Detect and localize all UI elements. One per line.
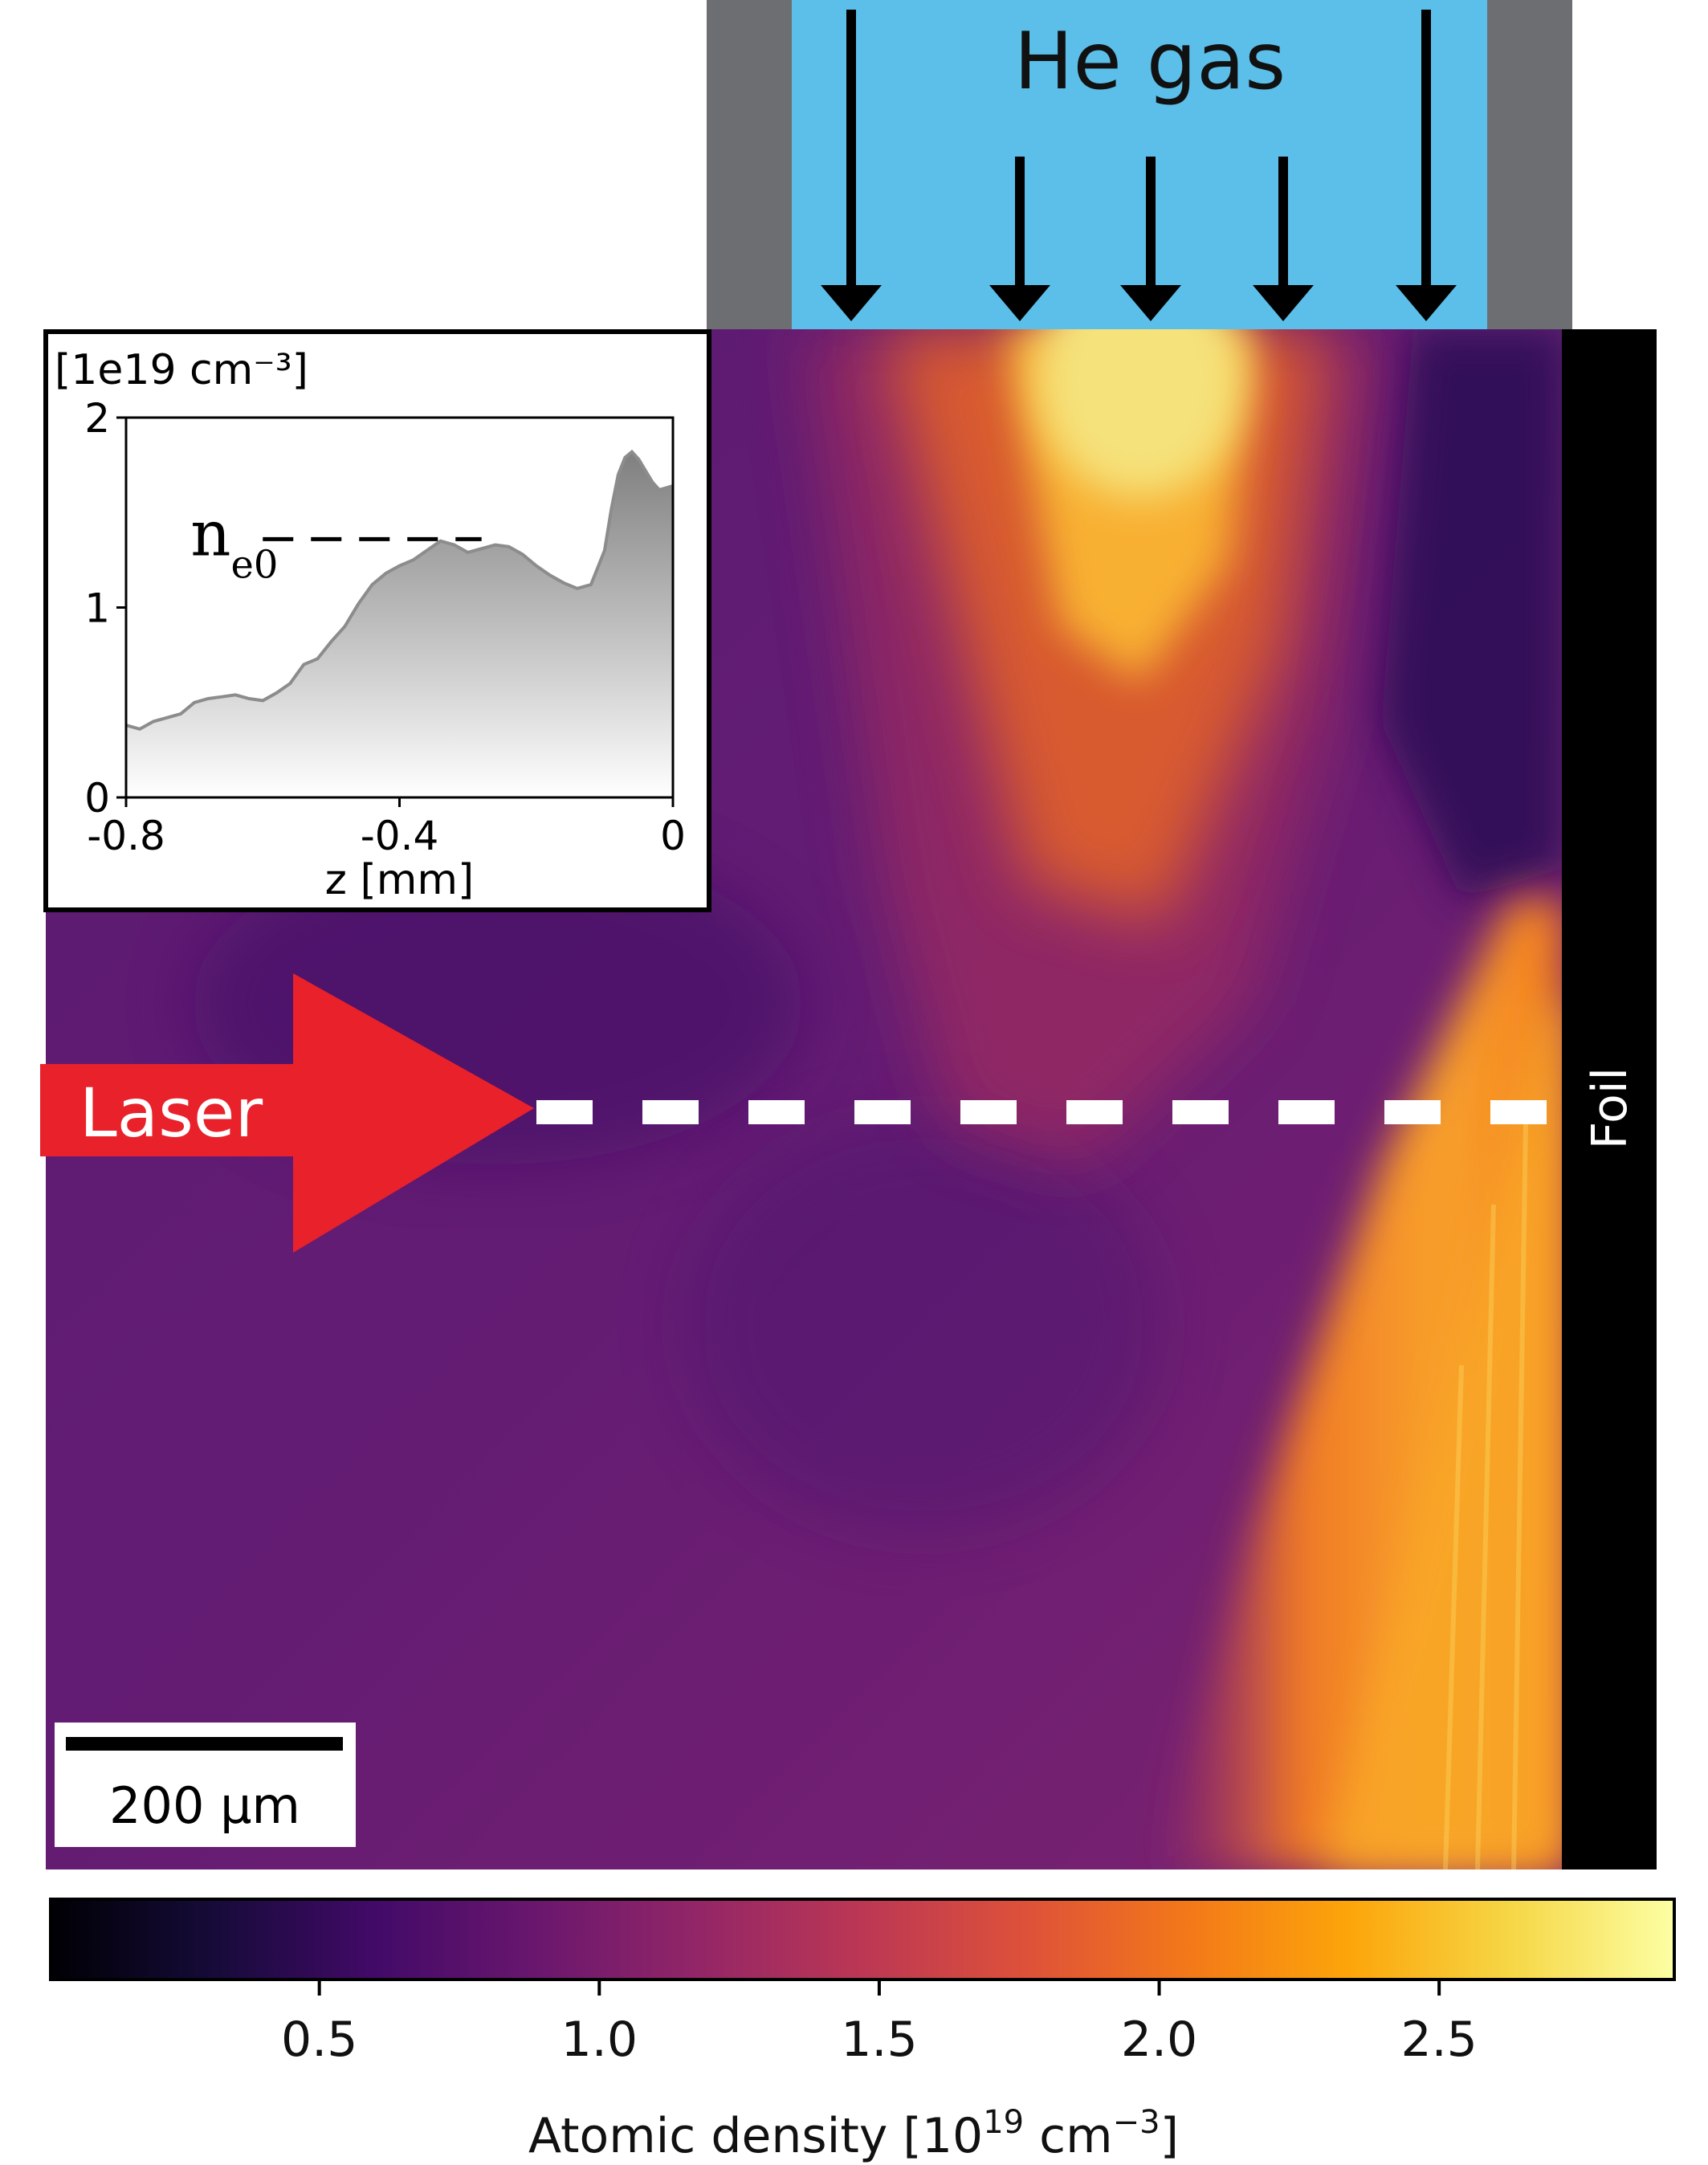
inset-unit-label: [1e19 cm⁻³] <box>55 346 308 394</box>
gas-flow-arrows <box>821 10 1457 321</box>
helium-gas-region <box>792 0 1487 329</box>
inset-x-tick-label: -0.8 <box>87 813 165 859</box>
colorbar-label: Atomic density [1019 cm−3] <box>528 2104 1179 2164</box>
colorbar-label-unit-exp: −3 <box>1113 2104 1160 2141</box>
inset-x-tick-label: 0 <box>660 813 686 859</box>
inset-y-tick-label: 0 <box>84 775 110 822</box>
gas-label: He gas <box>1014 16 1286 108</box>
flow-arrow-icon <box>821 10 882 321</box>
inset-axes: ne0 0 1 2 -0.8 -0.4 0 z [mm] <box>84 395 686 904</box>
flow-arrow-icon <box>1253 157 1314 321</box>
inset-x-axis-label: z [mm] <box>325 856 475 904</box>
flow-arrow-icon <box>1396 10 1457 321</box>
inset-profile-plot: [1e19 cm⁻³] ne0 0 1 2 -0.8 -0.4 0 z [mm] <box>43 329 711 912</box>
density-profile-area <box>126 451 673 797</box>
ne0-symbol: n <box>190 498 230 570</box>
colorbar-tick-label: 1.0 <box>561 2012 638 2068</box>
colorbar-label-unit: cm <box>1024 2108 1113 2164</box>
density-profile-line <box>125 449 674 732</box>
colorbar: 0.5 1.0 1.5 2.0 2.5 Atomic density [1019 cm−… <box>49 1898 1676 2164</box>
nozzle-wall-right <box>1487 0 1572 329</box>
laser-arrow: Laser <box>40 973 534 1253</box>
inset-y-tick-label: 2 <box>84 395 110 442</box>
gas-nozzle: He gas <box>707 0 1572 329</box>
scale-bar: 200 µm <box>55 1723 356 1847</box>
density-image <box>46 329 1566 1869</box>
colorbar-tick-label: 2.0 <box>1121 2012 1197 2068</box>
colorbar-ticks: 0.5 1.0 1.5 2.0 2.5 <box>281 1979 1478 2068</box>
colorbar-tick-label: 0.5 <box>281 2012 357 2068</box>
flow-arrow-icon <box>989 157 1050 321</box>
ne0-subscript: e0 <box>231 542 279 587</box>
colorbar-label-text: Atomic density [10 <box>528 2108 983 2164</box>
colorbar-gradient <box>49 1898 1676 1981</box>
colorbar-label-close: ] <box>1160 2108 1179 2164</box>
inset-y-tick-label: 1 <box>84 585 110 632</box>
foil-label: Foil <box>1582 1067 1638 1149</box>
colorbar-tick-label: 1.5 <box>841 2012 917 2068</box>
colorbar-tick-label: 2.5 <box>1400 2012 1477 2068</box>
flow-arrow-icon <box>1120 157 1181 321</box>
inset-x-tick-label: -0.4 <box>361 813 439 859</box>
ne0-label: ne0 <box>190 498 278 587</box>
scale-bar-label: 200 µm <box>109 1776 300 1835</box>
laser-label: Laser <box>79 1074 263 1152</box>
nozzle-wall-left <box>707 0 792 329</box>
colorbar-label-exp: 19 <box>983 2104 1024 2141</box>
foil: Foil <box>1562 329 1657 1869</box>
